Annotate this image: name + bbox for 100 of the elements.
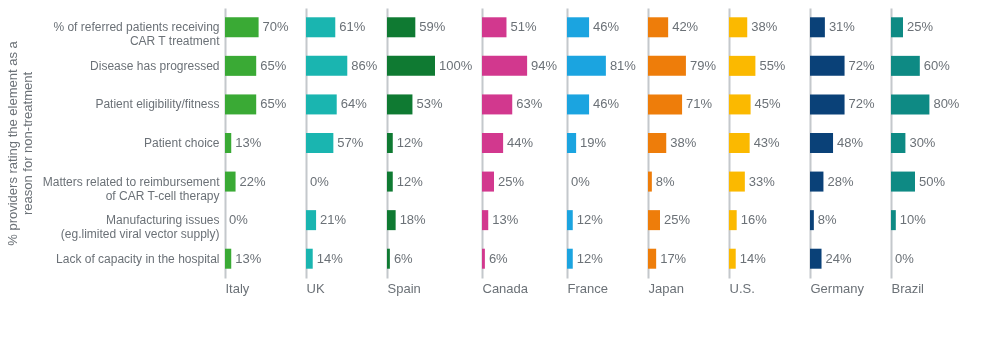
bar [482,17,507,38]
x-axis-title: Canada [482,280,529,296]
data-label: 38% [751,19,778,35]
bar [306,55,348,76]
data-label: 63% [516,96,543,112]
bar [482,248,485,269]
bar [648,133,667,153]
data-label: 72% [848,57,876,73]
x-axis-title: Japan [648,280,684,296]
data-label: 72% [848,96,876,112]
bar [306,210,317,231]
data-label: 46% [593,19,620,35]
data-label: 80% [933,96,960,112]
data-label: 64% [340,96,368,112]
bar [225,94,257,115]
bar [225,55,257,76]
data-label: 42% [672,19,699,35]
bar [810,248,822,269]
data-label: 51% [510,19,537,35]
bar [387,55,435,76]
x-axis-title: Brazil [891,280,925,296]
x-axis-title: Italy [225,280,250,296]
bar [482,133,504,153]
data-label: 12% [396,135,424,150]
bar [891,55,920,76]
bar [891,17,903,38]
bar [225,171,236,192]
data-label: 31% [828,19,856,35]
y-tick-label: Manufacturing issues (eg.limited viral vector supply) [60,213,220,242]
data-label: 14% [739,250,767,266]
data-label: 0% [571,173,591,189]
bar [729,210,737,231]
y-tick-label: Patient choice [144,136,220,150]
bar [306,248,313,269]
data-label: 0% [229,212,249,228]
data-label: 71% [686,96,713,112]
bar [810,55,845,76]
data-label: 12% [396,173,424,189]
data-label: 0% [895,250,915,266]
y-tick-label: Patient eligibility/fitness [95,97,220,112]
data-label: 25% [498,173,525,189]
y-tick-label: Lack of capacity in the hospital [56,251,220,266]
data-label: 25% [907,19,934,35]
bar [810,133,834,153]
data-label: 86% [351,57,378,73]
data-label: 33% [748,173,776,189]
data-label: 18% [399,212,427,228]
bar [729,248,736,269]
bar [387,210,396,231]
data-label: 0% [310,173,330,189]
data-label: 12% [576,212,604,228]
data-label: 79% [689,57,717,73]
data-label: 70% [262,19,290,35]
bar [648,17,669,38]
data-label: 12% [576,250,604,266]
x-axis-title: UK [306,280,325,296]
data-label: 10% [899,212,927,228]
bar [306,17,336,38]
data-label: 13% [235,135,262,150]
data-label: 6% [393,250,414,266]
data-label: 8% [655,173,676,189]
data-label: 44% [507,135,534,150]
y-tick-label: Matters related to reimbursement of CAR T-cell therapy [42,174,221,203]
bar [648,55,686,76]
bar [729,133,750,153]
bar [729,94,751,115]
y-axis-title: % providers rating the element as a reason for non-treatment [4,40,35,246]
data-label: 48% [837,135,864,150]
bar [810,210,814,231]
data-label: 25% [664,212,691,228]
bar [225,17,259,38]
bar [567,210,573,231]
bar [648,248,657,269]
bar [225,248,232,269]
data-label: 13% [492,212,519,228]
bar [482,171,494,192]
bar [891,210,896,231]
data-label: 17% [660,250,687,266]
x-axis-title: Germany [810,280,865,296]
data-label: 45% [754,96,782,112]
bar [482,94,513,115]
bar [810,94,845,115]
bar [891,94,930,115]
bar [567,133,577,153]
data-label: 50% [919,173,946,189]
bar [567,17,590,38]
bar [567,55,606,76]
bar [729,171,745,192]
bar [891,171,915,192]
bar [648,94,683,115]
bar [387,133,393,153]
bar [387,171,393,192]
bar [729,17,748,38]
bar [387,17,416,38]
bar [648,171,652,192]
y-tick-label: Disease has progressed [90,58,220,73]
data-label: 14% [316,250,344,266]
data-label: 46% [593,96,620,112]
bar [482,210,489,231]
data-label: 43% [753,135,781,150]
